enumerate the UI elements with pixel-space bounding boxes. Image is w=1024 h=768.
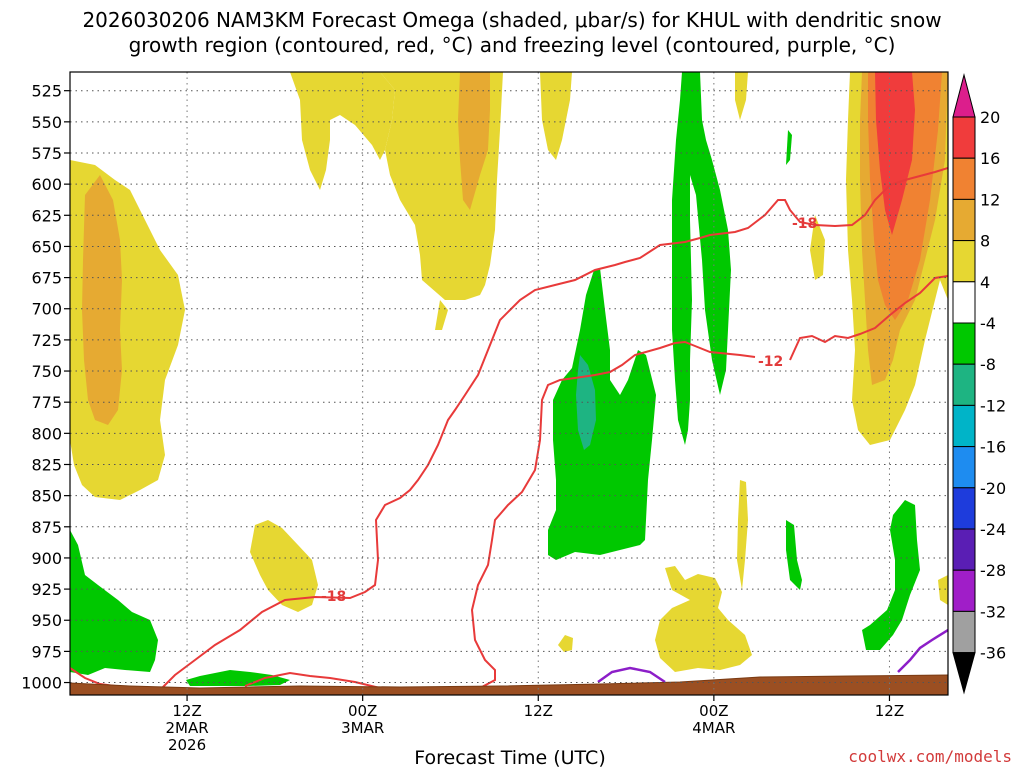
y-tick-label-550: 550 (31, 113, 62, 132)
colorbar-label-11: -28 (980, 561, 1006, 580)
y-tick-label-625: 625 (31, 206, 62, 225)
colorbar-label-1: 16 (980, 149, 1000, 168)
omega-positive-red (875, 72, 915, 235)
x-tick-label-3-0: 00Z (699, 702, 728, 720)
colorbar-swatch-2 (952, 157, 976, 200)
y-tick-label-925: 925 (31, 580, 62, 599)
colorbar-top-triangle (952, 73, 976, 118)
colorbar-label-8: -16 (980, 438, 1006, 457)
y-tick-label-600: 600 (31, 175, 62, 194)
plot-frame (69, 71, 949, 696)
x-tick-label-4-0: 12Z (875, 702, 904, 720)
x-tick-label-0-0: 12Z (172, 702, 201, 720)
colorbar: 20 16 12 8 4 -4 -8 -12 -16 -20 -24 -28 -32 -36 (952, 73, 1006, 695)
colorbar-label-0: 20 (980, 108, 1000, 127)
colorbar-swatch-11 (952, 528, 976, 571)
y-tick-label-750: 750 (31, 362, 62, 381)
y-tick-label-900: 900 (31, 549, 62, 568)
y-tick-label-850: 850 (31, 487, 62, 506)
y-tick-label-875: 875 (31, 518, 62, 537)
colorbar-label-10: -24 (980, 520, 1006, 539)
x-tick-label-0-2: 2026 (168, 736, 206, 754)
colorbar-label-4: 4 (980, 273, 990, 292)
x-tick-label-0-1: 2MAR (165, 719, 208, 737)
colorbar-bottom-triangle (952, 652, 976, 695)
colorbar-swatch-13 (952, 610, 976, 654)
y-tick-label-650: 650 (31, 237, 62, 256)
omega-negative-teal (576, 355, 596, 450)
x-tick-label-1-0: 00Z (348, 702, 377, 720)
contour-label-minus12: -12 (758, 354, 783, 370)
colorbar-swatch-6 (952, 322, 976, 365)
colorbar-label-3: 8 (980, 232, 990, 251)
dgz-minus-18-contour (161, 167, 948, 689)
horizontal-gridlines (70, 90, 948, 684)
x-tick-label-2-0: 12Z (524, 702, 553, 720)
y-tick-label-975: 975 (31, 642, 62, 661)
y-tick-label-800: 800 (31, 424, 62, 443)
contour-label-minus18-b: -18 (792, 216, 817, 232)
colorbar-swatch-8 (952, 404, 976, 448)
chart-title-line1: 2026030206 NAM3KM Forecast Omega (shaded… (82, 8, 941, 32)
y-tick-label-725: 725 (31, 331, 62, 350)
chart-title-line2: growth region (contoured, red, °C) and f… (129, 33, 896, 57)
colorbar-swatch-12 (952, 569, 976, 612)
colorbar-label-7: -12 (980, 396, 1006, 415)
colorbar-label-2: 12 (980, 190, 1000, 209)
colorbar-label-13: -36 (980, 644, 1006, 663)
y-tick-label-675: 675 (31, 269, 62, 288)
y-tick-label-825: 825 (31, 455, 62, 474)
colorbar-label-5: -4 (980, 314, 996, 333)
colorbar-swatch-7 (952, 363, 976, 406)
y-tick-label-1000: 1000 (21, 674, 62, 693)
x-axis-label: Forecast Time (UTC) (414, 747, 605, 768)
y-tick-label-700: 700 (31, 300, 62, 319)
plot-area (70, 72, 948, 695)
x-tick-label-1-1: 3MAR (341, 719, 384, 737)
colorbar-swatch-3 (952, 198, 976, 242)
freezing-level-contour (597, 628, 948, 684)
y-tick-label-775: 775 (31, 393, 62, 412)
colorbar-swatch-4 (952, 240, 976, 283)
colorbar-label-6: -8 (980, 355, 996, 374)
colorbar-label-9: -20 (980, 479, 1006, 498)
ground-terrain (70, 674, 948, 695)
colorbar-swatch-9 (952, 446, 976, 489)
x-tick-label-3-1: 4MAR (692, 719, 735, 737)
colorbar-swatch-1 (952, 116, 976, 159)
colorbar-swatch-10 (952, 487, 976, 530)
credit-text: coolwx.com/models (848, 747, 1012, 766)
colorbar-label-12: -32 (980, 602, 1006, 621)
y-axis: 525 550 575 600 625 650 675 700 725 750 775 800 825 8… (21, 82, 70, 693)
contour-label-minus18-a: -18 (321, 589, 346, 605)
y-tick-label-575: 575 (31, 144, 62, 163)
y-tick-label-525: 525 (31, 82, 62, 101)
y-tick-label-950: 950 (31, 611, 62, 630)
colorbar-swatch-5 (952, 281, 976, 324)
